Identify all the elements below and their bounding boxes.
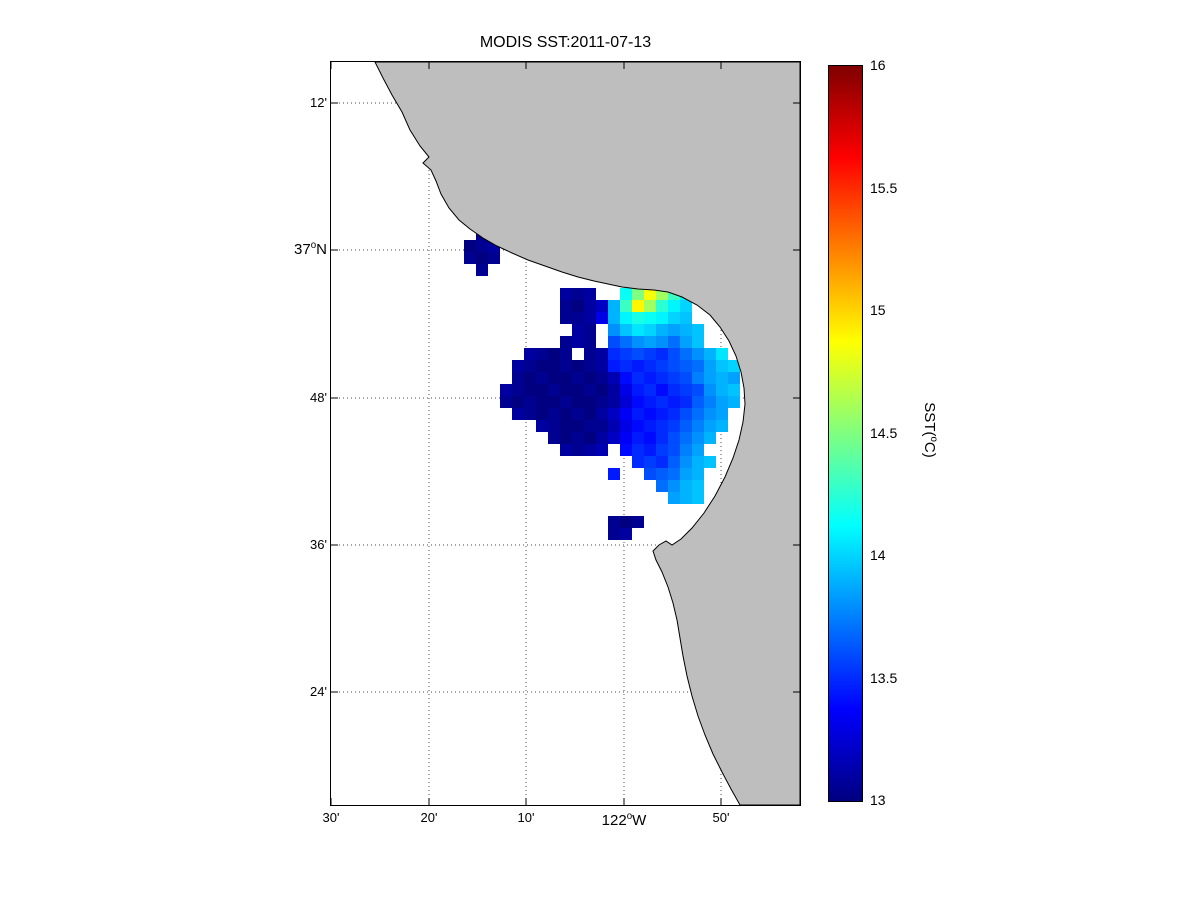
y-axis-tick-label: 24' xyxy=(310,684,327,699)
x-axis-tick-label: 10' xyxy=(517,810,535,825)
colorbar-tick-label: 14.5 xyxy=(870,424,898,441)
colorbar-tick-label: 16 xyxy=(870,57,886,73)
y-axis-tick-label: 36' xyxy=(310,537,327,552)
x-axis-tick-label: 122oW xyxy=(601,811,647,829)
colorbar-tick-label: 13 xyxy=(870,792,886,808)
y-axis-tick-label: 12' xyxy=(310,95,327,110)
colorbar-axis-label: SST(oC) xyxy=(921,402,939,458)
sst-map-canvas xyxy=(331,62,800,805)
colorbar-tick-label: 14 xyxy=(870,547,886,563)
x-axis-tick-label: 50' xyxy=(712,810,730,825)
colorbar-tick-label: 15 xyxy=(870,302,886,318)
sst-map-plot xyxy=(330,61,801,806)
colorbar-tick-label: 15.5 xyxy=(870,179,898,196)
colorbar-tick-label: 13.5 xyxy=(870,669,898,686)
y-axis-tick-label: 37oN xyxy=(294,240,327,258)
chart-title: MODIS SST:2011-07-13 xyxy=(479,34,652,51)
colorbar xyxy=(828,65,863,802)
y-axis-tick-label: 48' xyxy=(310,390,327,405)
x-axis-tick-label: 20' xyxy=(420,810,438,825)
x-axis-tick-label: 30' xyxy=(322,810,340,825)
